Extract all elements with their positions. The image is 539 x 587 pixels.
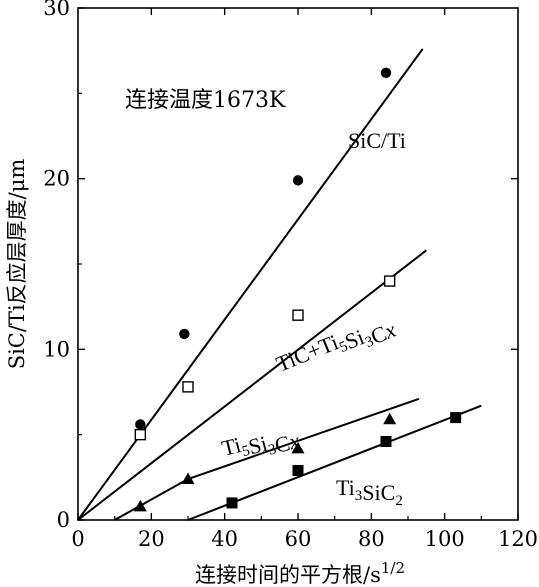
- y-tick-label: 20: [43, 167, 70, 191]
- fit-line-SiC/Ti: [77, 48, 424, 521]
- marker-SiC/Ti: [135, 419, 146, 430]
- marker-TiC+Ti5Si3Cx: [182, 381, 194, 393]
- series-label-part: Ti: [336, 475, 355, 500]
- marker-Ti5Si3Cx: [133, 499, 147, 512]
- y-tick-label: 10: [43, 337, 70, 361]
- series-label-part: Ti: [219, 432, 243, 461]
- data-markers: [133, 67, 462, 512]
- marker-SiC/Ti: [179, 328, 190, 340]
- series-label-subscript: 3: [355, 488, 363, 504]
- x-tick-label: 0: [71, 527, 84, 551]
- series-label-Ti3SiC2: Ti3SiC2: [336, 475, 403, 509]
- x-tick-label: 60: [285, 527, 312, 551]
- x-tick-label: 120: [498, 527, 538, 551]
- marker-Ti3SiC2: [450, 412, 462, 424]
- series-label-part: C: [272, 430, 292, 458]
- series-label-subscript: 3: [267, 441, 278, 458]
- x-axis-label-exponent: 1/2: [381, 559, 405, 577]
- series-label-SiC/Ti: SiC/Ti: [348, 128, 406, 153]
- x-tick-label: 40: [211, 527, 238, 551]
- marker-Ti5Si3Cx: [181, 472, 195, 485]
- marker-Ti5Si3Cx: [291, 441, 305, 454]
- marker-SiC/Ti: [292, 175, 304, 186]
- series-label-part: TiC+Ti: [273, 329, 342, 376]
- marker-Ti3SiC2: [380, 435, 392, 447]
- x-tick-label: 80: [358, 527, 385, 551]
- series-label-Ti5Si3Cx: Ti5Si3Cx: [219, 418, 302, 471]
- x-tick-label: 20: [138, 527, 165, 551]
- marker-TiC+Ti5Si3Cx: [292, 309, 304, 321]
- marker-Ti5Si3Cx: [383, 412, 397, 425]
- series-label-part: Si: [246, 431, 270, 460]
- fit-line-TiC+Ti5Si3Cx: [77, 249, 427, 521]
- series-label-part: SiC/Ti: [348, 128, 406, 153]
- series-label-subscript: 2: [395, 493, 403, 509]
- marker-TiC+Ti5Si3Cx: [383, 275, 396, 287]
- temperature-annotation: 连接温度1673K: [125, 88, 286, 113]
- series-label-part: SiC: [362, 480, 395, 505]
- y-axis-label: SiC/Ti反应层厚度/μm: [5, 159, 29, 370]
- marker-Ti3SiC2: [226, 497, 238, 509]
- marker-Ti3SiC2: [292, 465, 304, 477]
- series-label-subscript: 5: [241, 443, 252, 460]
- x-axis-label: 连接时间的平方根/s1/2: [195, 559, 405, 587]
- marker-TiC+Ti5Si3Cx: [134, 428, 147, 441]
- y-tick-label: 30: [43, 0, 70, 20]
- y-tick-label: 0: [57, 508, 70, 532]
- axes: 0 20 40 60 80 100 120 0 10 20 30 连接时间的平方根/s1/2 SiC/T…: [5, 0, 538, 587]
- marker-SiC/Ti: [380, 67, 392, 79]
- x-tick-label: 100: [425, 527, 465, 551]
